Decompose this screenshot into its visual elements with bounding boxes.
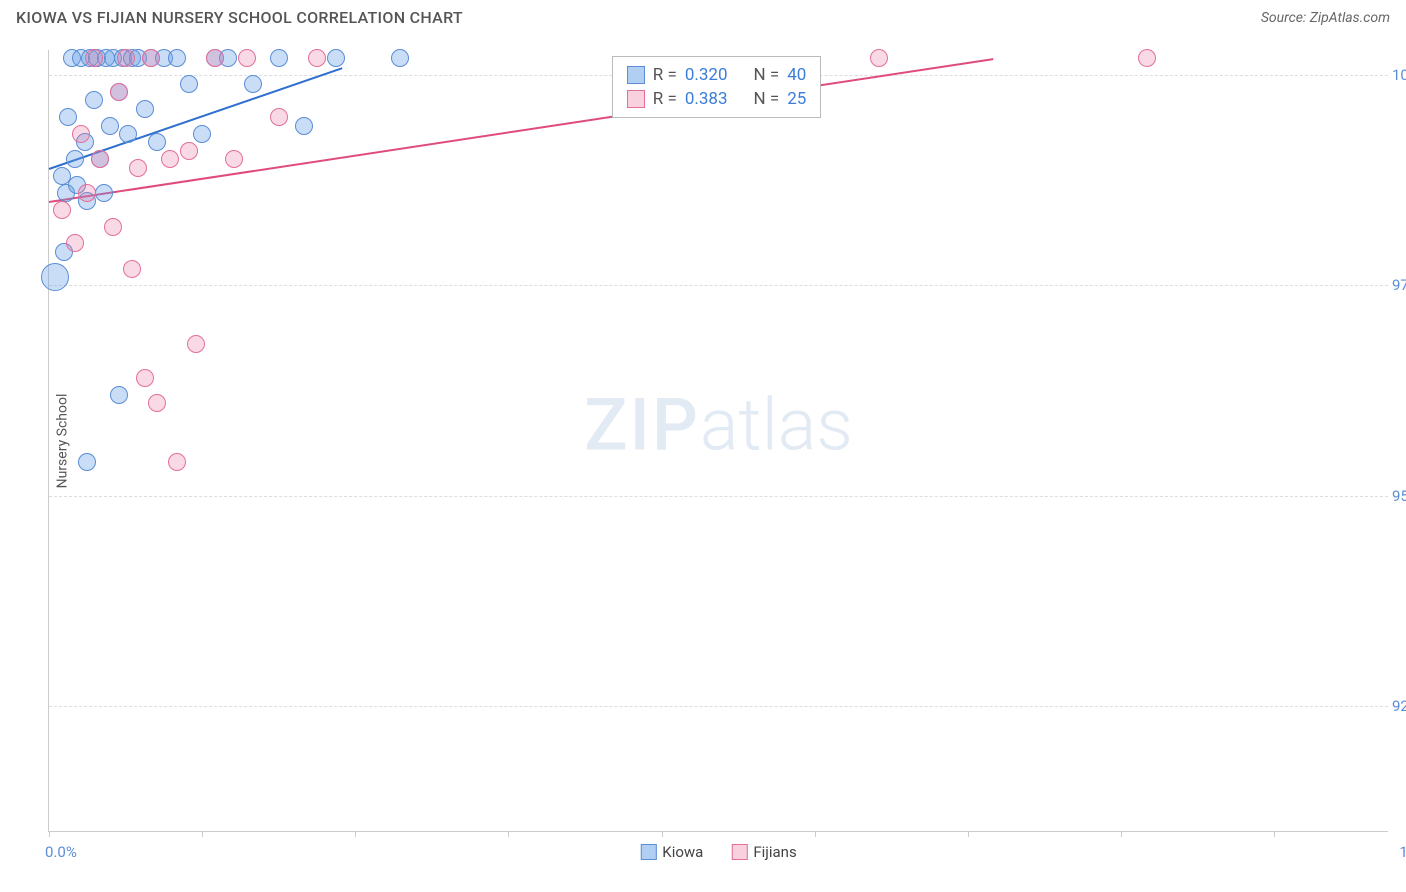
data-point [66,234,84,252]
data-point [104,218,122,236]
y-axis-title: Nursery School [54,393,70,488]
legend: Kiowa Fijians [640,843,796,861]
data-point [72,125,90,143]
y-tick-label: 97.5% [1392,276,1406,294]
data-point [148,394,166,412]
data-point [85,49,103,67]
legend-swatch [731,844,747,860]
chart-plot-area: Nursery School ZIPatlas 0.0% 100.0% Kiow… [48,50,1388,832]
y-tick-label: 92.5% [1392,697,1406,715]
data-point [244,75,262,93]
data-point [85,91,103,109]
legend-item: Fijians [731,843,796,861]
grid-line [49,706,1388,707]
data-point [295,117,313,135]
grid-line [49,285,1388,286]
data-point [180,75,198,93]
data-point [391,49,409,67]
data-point [110,83,128,101]
stat-n-label: N = [754,89,780,109]
data-point [193,125,211,143]
data-point [95,184,113,202]
stats-row: R = 0.320 N = 40 [627,63,807,87]
data-point [225,150,243,168]
data-point [1138,49,1156,67]
data-point [123,260,141,278]
x-tick [662,831,663,837]
watermark: ZIPatlas [584,382,853,467]
x-tick [49,831,50,837]
data-point [66,150,84,168]
x-tick [508,831,509,837]
data-point [308,49,326,67]
x-tick [202,831,203,837]
x-tick [355,831,356,837]
data-point [101,117,119,135]
data-point [91,150,109,168]
stat-r-value: 0.320 [685,65,728,85]
x-axis-label-max: 100.0% [1399,843,1406,861]
data-point [180,142,198,160]
data-point [270,49,288,67]
x-tick [815,831,816,837]
data-point [870,49,888,67]
stat-r-label: R = [653,65,677,85]
stats-box: R = 0.320 N = 40 R = 0.383 N = 25 [612,56,822,118]
stat-n-value: 25 [787,89,806,109]
stat-n-label: N = [754,65,780,85]
data-point [161,150,179,168]
stats-swatch [627,90,645,108]
data-point [238,49,256,67]
data-point [117,49,135,67]
data-point [41,263,69,291]
data-point [187,335,205,353]
stat-r-value: 0.383 [685,89,728,109]
data-point [119,125,137,143]
legend-item: Kiowa [640,843,703,861]
data-point [148,133,166,151]
data-point [136,100,154,118]
x-tick [968,831,969,837]
data-point [53,201,71,219]
data-point [110,386,128,404]
x-tick [1274,831,1275,837]
x-tick [1121,831,1122,837]
chart-title: KIOWA VS FIJIAN NURSERY SCHOOL CORRELATI… [16,8,463,27]
data-point [270,108,288,126]
data-point [78,453,96,471]
y-tick-label: 100.0% [1392,66,1406,84]
data-point [59,108,77,126]
data-point [206,49,224,67]
legend-label: Kiowa [662,843,703,861]
data-point [129,159,147,177]
data-point [142,49,160,67]
data-point [168,49,186,67]
stats-swatch [627,66,645,84]
data-point [78,184,96,202]
y-tick-label: 95.0% [1392,487,1406,505]
stat-r-label: R = [653,89,677,109]
legend-swatch [640,844,656,860]
x-axis-label-min: 0.0% [45,843,77,861]
grid-line [49,496,1388,497]
source-label: Source: ZipAtlas.com [1261,10,1390,26]
stat-n-value: 40 [787,65,806,85]
data-point [136,369,154,387]
data-point [168,453,186,471]
stats-row: R = 0.383 N = 25 [627,87,807,111]
data-point [327,49,345,67]
legend-label: Fijians [753,843,796,861]
